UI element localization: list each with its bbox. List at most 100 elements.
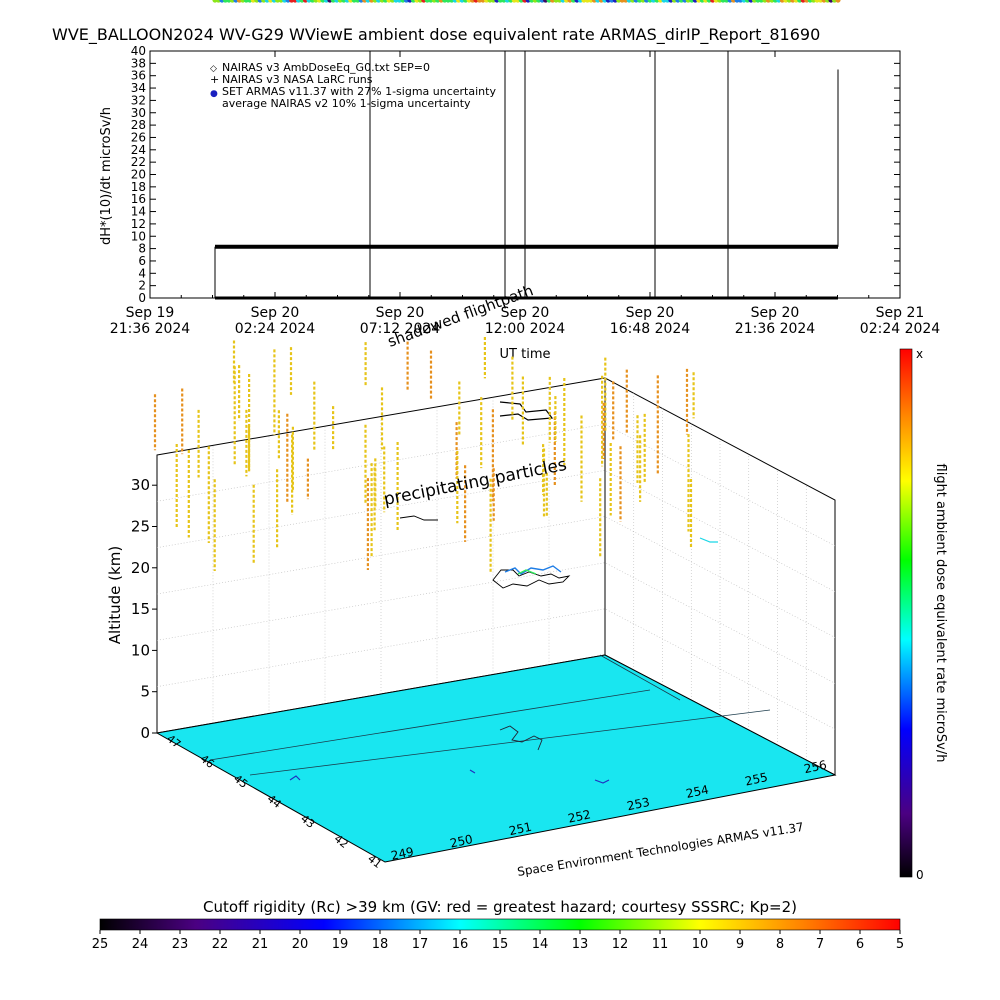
cutoff-rigidity-tick-label: 11: [652, 937, 669, 952]
y-tick-label: 30: [131, 106, 146, 120]
cutoff-rigidity-tick-label: 20: [292, 937, 309, 952]
cutoff-rigidity-tick-label: 21: [252, 937, 269, 952]
y-tick-label: 38: [131, 56, 146, 70]
altitude-tick-label: 0: [140, 724, 150, 742]
longitude-tick-label: 250: [449, 832, 474, 850]
x-tick-label-day: Sep 20: [751, 305, 800, 321]
x-tick-label-time: 02:24 2024: [235, 321, 316, 337]
longitude-tick-label: 249: [390, 844, 415, 862]
cutoff-rigidity-tick-label: 25: [92, 937, 109, 952]
cutoff-rigidity-tick-label: 15: [492, 937, 509, 952]
flight-track: [399, 401, 718, 589]
longitude-tick-label: 251: [508, 820, 533, 838]
longitude-tick-label: 253: [626, 795, 651, 813]
cutoff-rigidity-tick-label: 10: [692, 937, 709, 952]
altitude-tick-label: 15: [131, 600, 150, 618]
x-tick-label-day: Sep 20: [501, 305, 550, 321]
y-tick-label: 26: [131, 130, 146, 144]
y-tick-label: 12: [131, 217, 146, 231]
cutoff-rigidity-tick-label: 6: [856, 937, 864, 952]
cutoff-rigidity-tick-label: 24: [132, 937, 149, 952]
dose-rate-colorbar-label: flight ambient dose equivalent rate micr…: [933, 464, 948, 763]
cutoff-rigidity-colorbar-gradient: [99, 918, 901, 931]
cutoff-rigidity-tick-label: 17: [412, 937, 429, 952]
cutoff-rigidity-tick-label: 19: [332, 937, 349, 952]
altitude-gridline: [156, 516, 836, 638]
y-tick-label: 28: [131, 118, 146, 132]
y-tick-label: 14: [131, 205, 146, 219]
x-axis-label: UT time: [500, 347, 551, 362]
legend-label-nairas-larc: NAIRAS v3 NASA LaRC runs: [222, 73, 373, 86]
x-tick-label-day: Sep 19: [126, 305, 175, 321]
x-tick-label-day: Sep 20: [626, 305, 675, 321]
altitude-tick-label: 25: [131, 518, 150, 536]
chart-title: WVE_BALLOON2024 WV-G29 WViewE ambient do…: [52, 25, 820, 45]
3d-gridlines: [156, 387, 836, 760]
cutoff-rigidity-tick-label: 7: [816, 937, 824, 952]
y-tick-label: 34: [131, 81, 146, 95]
cutoff-rigidity-tick-label: 22: [212, 937, 229, 952]
y-tick-label: 22: [131, 155, 146, 169]
dose-rate-colorbar-bottom-label: 0: [916, 868, 924, 882]
altitude-tick-label: 5: [140, 683, 150, 701]
altitude-axis-label: Altitude (km): [106, 546, 124, 644]
cutoff-rigidity-tick-label: 12: [612, 937, 629, 952]
dose-rate-colorbar-gradient: [899, 348, 913, 878]
cutoff-rigidity-floor: [155, 654, 837, 863]
x-tick-label-day: Sep 20: [376, 305, 425, 321]
cutoff-rigidity-tick-label: 23: [172, 937, 189, 952]
y-tick-label: 24: [131, 143, 146, 157]
y-tick-label: 18: [131, 180, 146, 194]
y-tick-label: 16: [131, 192, 146, 206]
longitude-axis-ticks: 249 250 251 252 253 254 255 256: [390, 758, 828, 863]
x-tick-label-time: 02:24 2024: [860, 321, 941, 337]
dose-rate-colorbar-top-label: x: [916, 347, 923, 361]
y-tick-label: 36: [131, 69, 146, 83]
longitude-tick-label: 252: [567, 807, 592, 825]
cutoff-rigidity-tick-label: 18: [372, 937, 389, 952]
altitude-gridline: [156, 562, 836, 684]
altitude-gridline: [156, 470, 836, 592]
legend: ◇ NAIRAS v3 AmbDoseEq_G0.txt SEP=0 + NAI…: [210, 61, 496, 110]
cutoff-rigidity-tick-label: 16: [452, 937, 469, 952]
cutoff-rigidity-tick-label: 13: [572, 937, 589, 952]
cutoff-rigidity-colorbar-ticks: 25 24 23 22 21 20 19 18 17 16 15 14 13 12 11 10 9 8 7 6 5: [92, 930, 904, 952]
legend-symbol-diamond: ◇: [210, 64, 217, 74]
y-tick-label: 40: [131, 44, 146, 58]
x-tick-label-day: Sep 21: [876, 305, 925, 321]
cutoff-rigidity-tick-label: 14: [532, 937, 549, 952]
dose-rate-colorbar: x 0 flight ambient dose equivalent rate …: [899, 347, 948, 882]
longitude-tick-label: 255: [744, 770, 769, 788]
cutoff-rigidity-colorbar-label: Cutoff rigidity (Rc) >39 km (GV: red = g…: [203, 898, 797, 916]
x-tick-label-time: 16:48 2024: [610, 321, 691, 337]
altitude-tick-label: 20: [131, 559, 150, 577]
longitude-tick-label: 256: [803, 758, 828, 776]
altitude-tick-label: 10: [131, 641, 150, 659]
x-tick-label-time: 12:00 2024: [485, 321, 566, 337]
legend-label-set-armas: SET ARMAS v11.37 with 27% 1-sigma uncert…: [222, 85, 496, 98]
y-tick-label: 8: [138, 242, 146, 256]
x-tick-label-time: 21:36 2024: [735, 321, 816, 337]
y-tick-label: 32: [131, 93, 146, 107]
legend-label-nairas-v2: average NAIRAS v2 10% 1-sigma uncertaint…: [222, 97, 471, 110]
dose-rate-series: [212, 0, 841, 300]
legend-symbol-plus: +: [210, 73, 219, 86]
legend-symbol-dot: ●: [210, 89, 218, 99]
legend-label-nairas-v3: NAIRAS v3 AmbDoseEq_G0.txt SEP=0: [222, 61, 430, 74]
cutoff-rigidity-tick-label: 5: [896, 937, 904, 952]
altitude-gridline: [156, 608, 836, 730]
floor-map-lines: [209, 654, 771, 784]
y-tick-label: 4: [138, 266, 146, 280]
dose-rate-point: [835, 0, 841, 3]
x-tick-label-day: Sep 20: [251, 305, 300, 321]
y-tick-label: 6: [138, 254, 146, 268]
altitude-tick-label: 30: [131, 476, 150, 494]
cutoff-rigidity-tick-label: 8: [776, 937, 784, 952]
longitude-tick-label: 254: [685, 782, 710, 800]
altitude-axis-ticks: 0 5 10 15 20 25 30: [131, 476, 157, 742]
